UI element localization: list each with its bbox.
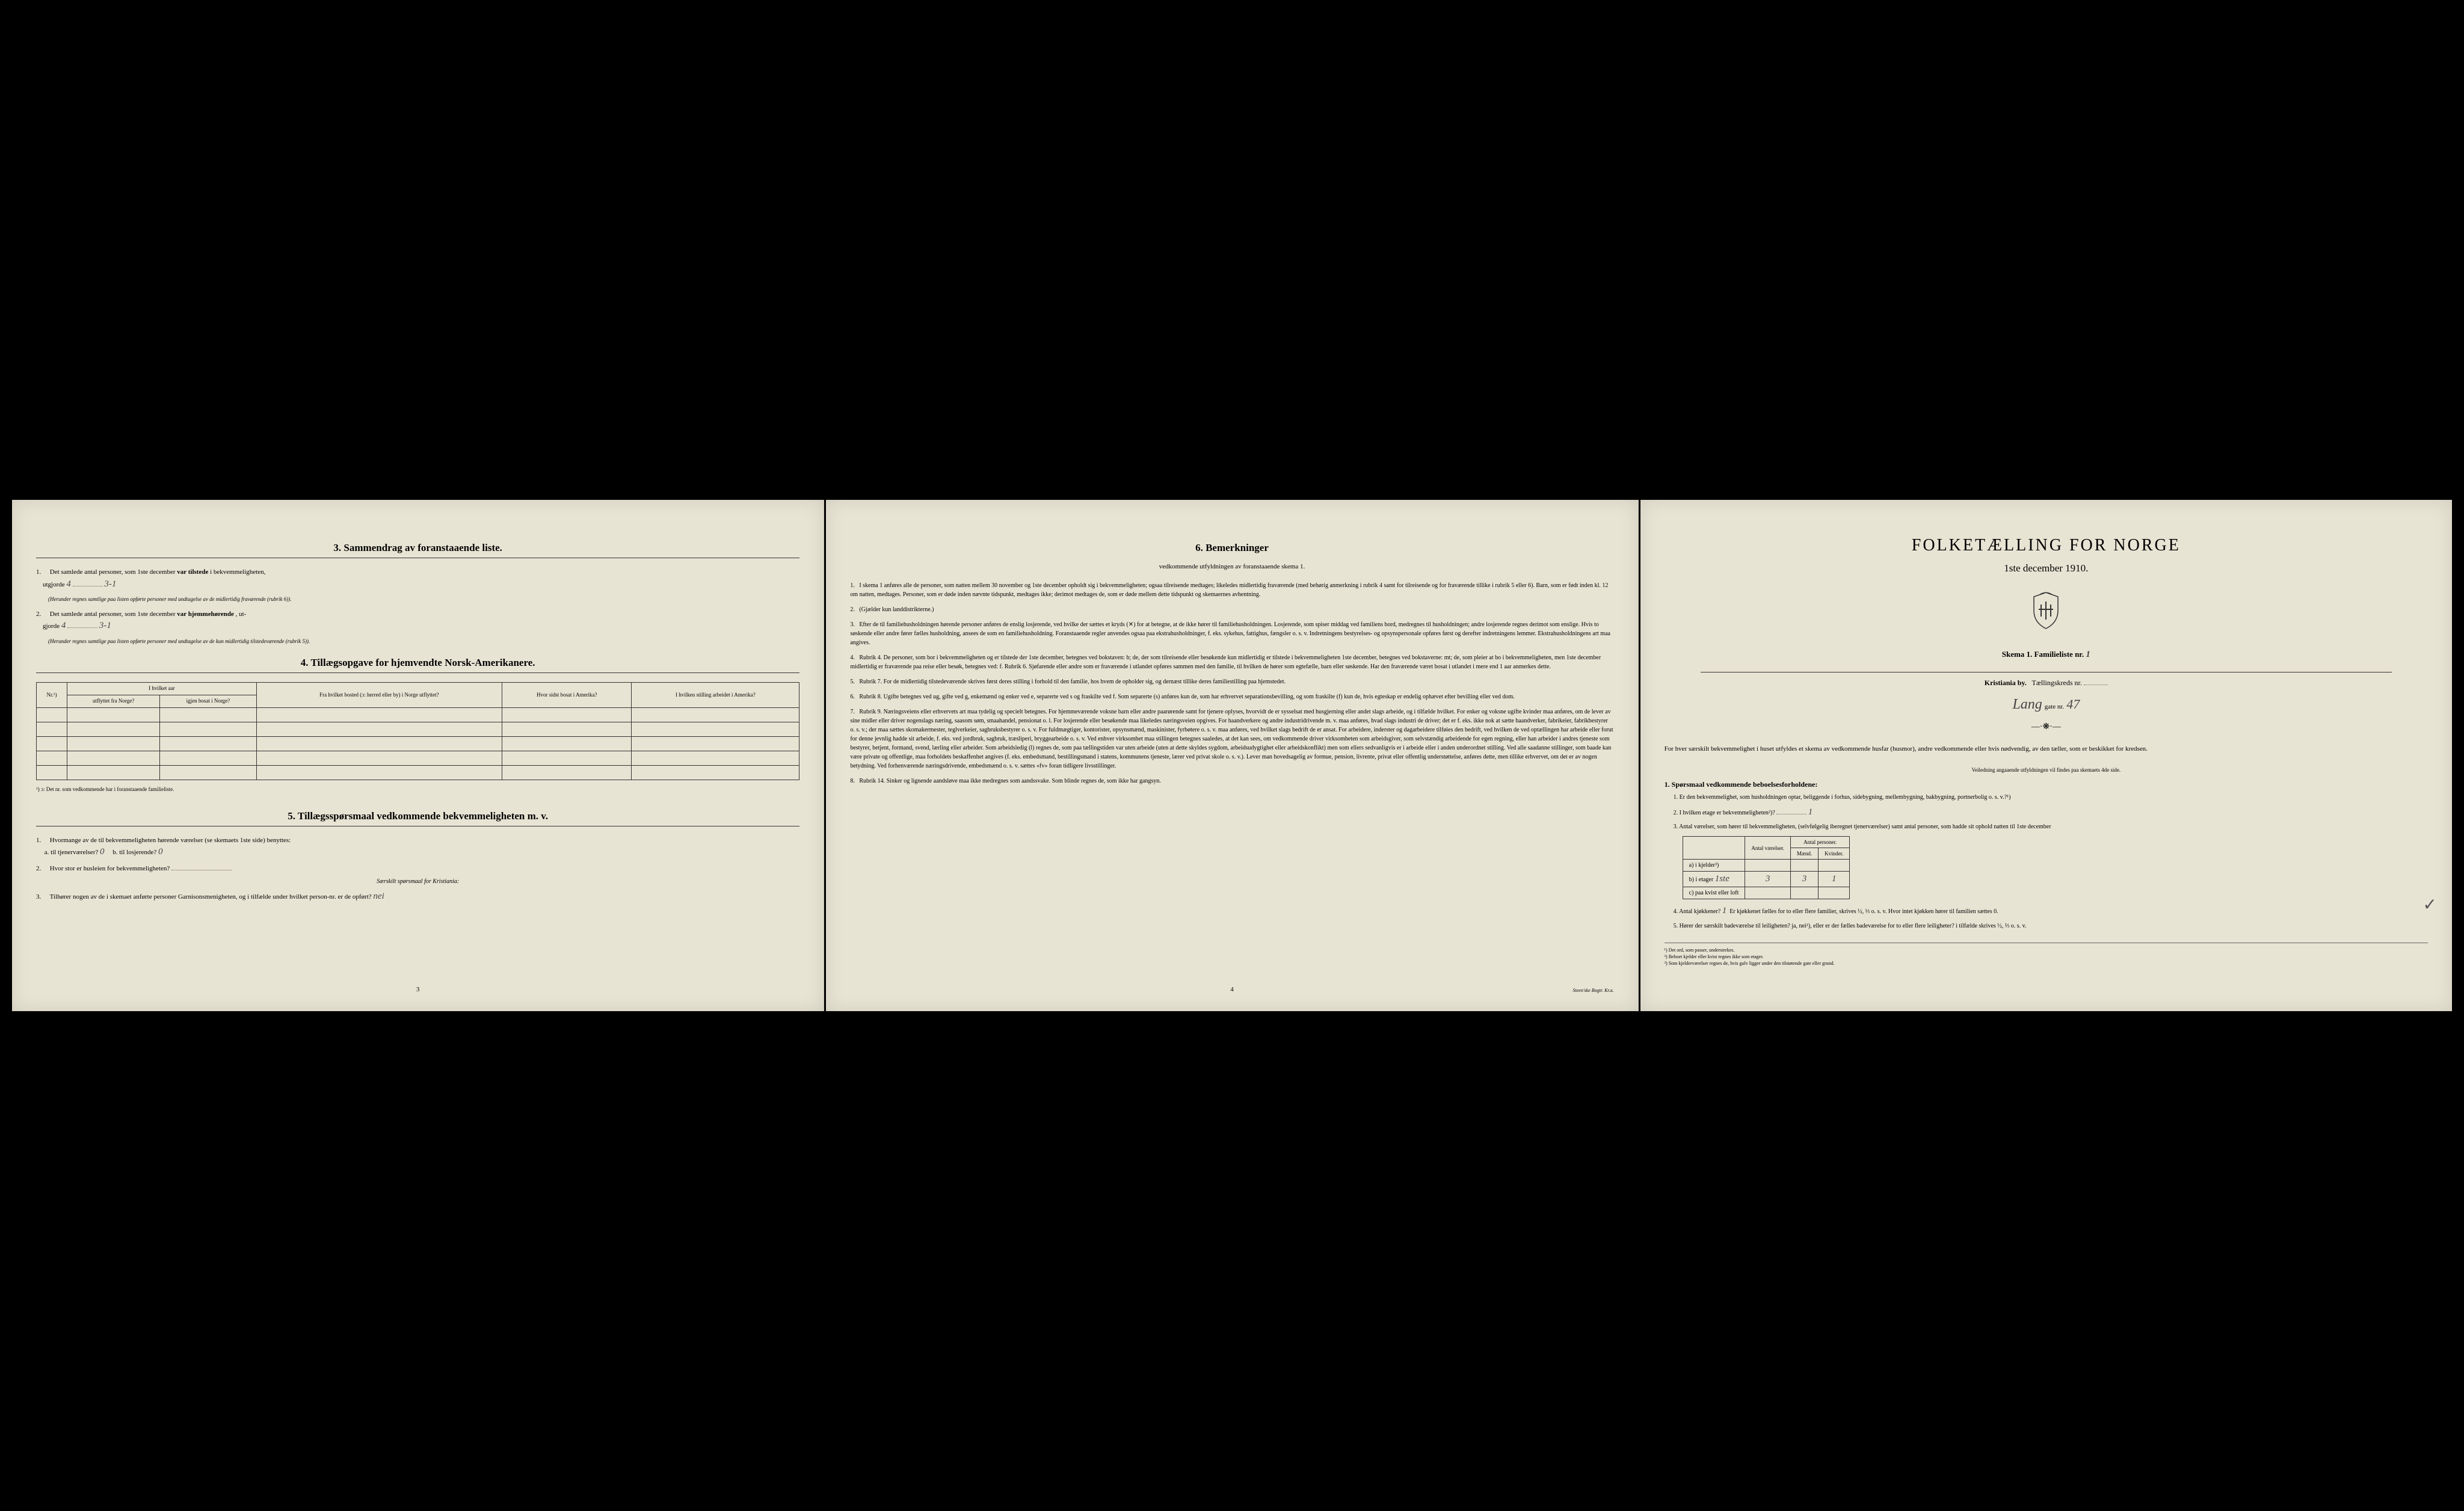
section-6-subtitle: vedkommende utfyldningen av foranstaaend… [850,563,1613,570]
th-rooms: Antal værelser. [1745,837,1791,860]
table-row [37,722,799,736]
question-2: 2. I hvilken etage er bekvemmeligheten²)… [1674,805,2428,819]
skema-value: 1 [2086,650,2090,659]
remarks-list: 1.I skema 1 anføres alle de personer, so… [850,581,1613,786]
page-number-4: 4 [826,986,1637,993]
cover-date: 1ste december 1910. [1665,562,2428,574]
section-3-item-1: 1. Det samlede antal personer, som 1ste … [36,567,799,591]
s5-q1: 1. Hvormange av de til bekvemmeligheten … [36,836,799,859]
page-4: 6. Bemerkninger vedkommende utfyldningen… [826,500,1638,1011]
skema-line: Skema 1. Familieliste nr. 1 [1665,650,2428,660]
remark-5: 5.Rubrik 7. For de midlertidig tilstedev… [850,677,1613,686]
val-rooms: 3 [1745,872,1791,887]
item1-note: (Herunder regnes samtlige paa listen opf… [48,595,799,603]
gate-number: 47 [2066,697,2080,712]
th-amerika: Hvor sidst bosat i Amerika? [502,683,632,707]
val-men: 3 [1790,872,1818,887]
table-row [37,736,799,751]
th-nr: Nr.¹) [37,683,67,707]
th-utflyttet: utflyttet fra Norge? [67,695,160,707]
question-4: 4. Antal kjøkkener? 1 Er kjøkkenet fælle… [1674,904,2428,918]
q1-heading: 1. Spørsmaal vedkommende beboelsesforhol… [1665,780,2428,789]
section-4-title: 4. Tillægsopgave for hjemvendte Norsk-Am… [36,657,799,673]
section-6-title: 6. Bemerkninger [850,542,1613,554]
q3-value: nei [373,891,384,901]
footnotes: ¹) Det ord, som passer, understrekes. ²)… [1665,943,2428,967]
count-table: Antal værelser. Antal personer. Mænd. Kv… [1683,836,1850,899]
th-men: Mænd. [1790,848,1818,860]
cover-page: FOLKETÆLLING FOR NORGE 1ste december 191… [1640,500,2452,1011]
remark-7: 7.Rubrik 9. Næringsveiens eller erhverve… [850,707,1613,771]
printer-mark: Steen'ske Bogtr. Kr.a. [1573,988,1614,993]
section-3-item-2: 2. Det samlede antal personer, som 1ste … [36,609,799,633]
remark-3: 3.Efter de til familiehusholdningen høre… [850,620,1613,647]
question-5: 5. Hører der særskilt badeværelse til le… [1674,922,2428,931]
count-row-b: b) i etager 1ste 3 3 1 [1683,872,1850,887]
q4-value: 1 [1722,906,1727,916]
th-bosted: Fra hvilket bosted (ɔ: herred eller by) … [256,683,502,707]
th-aar: I hvilket aar [67,683,257,695]
count-row-a: a) i kjelder³) [1683,860,1850,872]
q1a-value: 0 [100,847,105,857]
amerikanere-table: Nr.¹) I hvilket aar Fra hvilket bosted (… [36,682,799,780]
footnote-3: ³) Som kjelderværelser regnes de, hvis g… [1665,960,2428,967]
cover-title: FOLKETÆLLING FOR NORGE [1665,536,2428,555]
gate-line: Lang gate nr. 47 [1665,697,2428,713]
remark-6: 6.Rubrik 8. Ugifte betegnes ved ug, gift… [850,692,1613,701]
footnote-2: ²) Beboet kjelder eller kvist regnes ikk… [1665,953,2428,960]
remark-2: 2.(Gjælder kun landdistrikterne.) [850,605,1613,614]
ornament-icon: ―·❋·― [1665,722,2428,732]
q1b-value: 0 [158,847,163,857]
table-row [37,765,799,780]
th-persons: Antal personer. [1790,837,1850,848]
val-women: 1 [1819,872,1850,887]
item2-value1: 4 [61,621,66,630]
footnote-1: ¹) Det ord, som passer, understrekes. [1665,947,2428,953]
veiledning-text: Veiledning angaaende utfyldningen vil fi… [1665,767,2428,773]
item2-note: (Herunder regnes samtlige paa listen opf… [48,638,799,645]
remark-1: 1.I skema 1 anføres alle de personer, so… [850,581,1613,599]
s5-q3: 3. Tilhører nogen av de i skemaet anført… [36,890,799,903]
question-1: 1. Er den bekvemmelighet, som husholdnin… [1674,793,2428,802]
remark-8: 8.Rubrik 14. Sinker og lignende aandsløv… [850,777,1613,786]
q2-value: 1 [1808,807,1813,817]
th-stilling: I hvilken stilling arbeidet i Amerika? [632,683,799,707]
checkmark-icon: ✓ [2423,894,2437,915]
section-3-title: 3. Sammendrag av foranstaaende liste. [36,542,799,558]
th-women: Kvinder. [1819,848,1850,860]
page-3: 3. Sammendrag av foranstaaende liste. 1.… [12,500,824,1011]
s5-q2-sub: Særskilt spørsmaal for Kristiania: [36,878,799,885]
item2-value2: 3-1 [99,621,111,630]
table-row [37,707,799,722]
th-bosat: igjen bosat i Norge? [160,695,257,707]
coat-of-arms-icon [1665,589,2428,635]
remark-4: 4.Rubrik 4. De personer, som bor i bekve… [850,653,1613,671]
section-5-title: 5. Tillægsspørsmaal vedkommende bekvemme… [36,810,799,826]
count-row-c: c) paa kvist eller loft [1683,887,1850,899]
kreds-line: Kristiania by. Tællingskreds nr. [1665,679,2428,688]
intro-text: For hver særskilt bekvemmelighet i huset… [1665,744,2428,755]
item1-value2: 3-1 [104,579,116,589]
page-number-3: 3 [12,986,824,993]
table-row [37,751,799,765]
question-3: 3. Antal værelser, som hører til bekvemm… [1674,822,2428,831]
gate-name: Lang [2012,697,2042,712]
document-container: 3. Sammendrag av foranstaaende liste. 1.… [12,500,2452,1011]
item1-value1: 4 [66,579,71,589]
s5-q2: 2. Hvor stor er husleien for bekvemmelig… [36,864,799,874]
table-footnote: ¹) ɔ: Det nr. som vedkommende har i fora… [36,786,799,792]
